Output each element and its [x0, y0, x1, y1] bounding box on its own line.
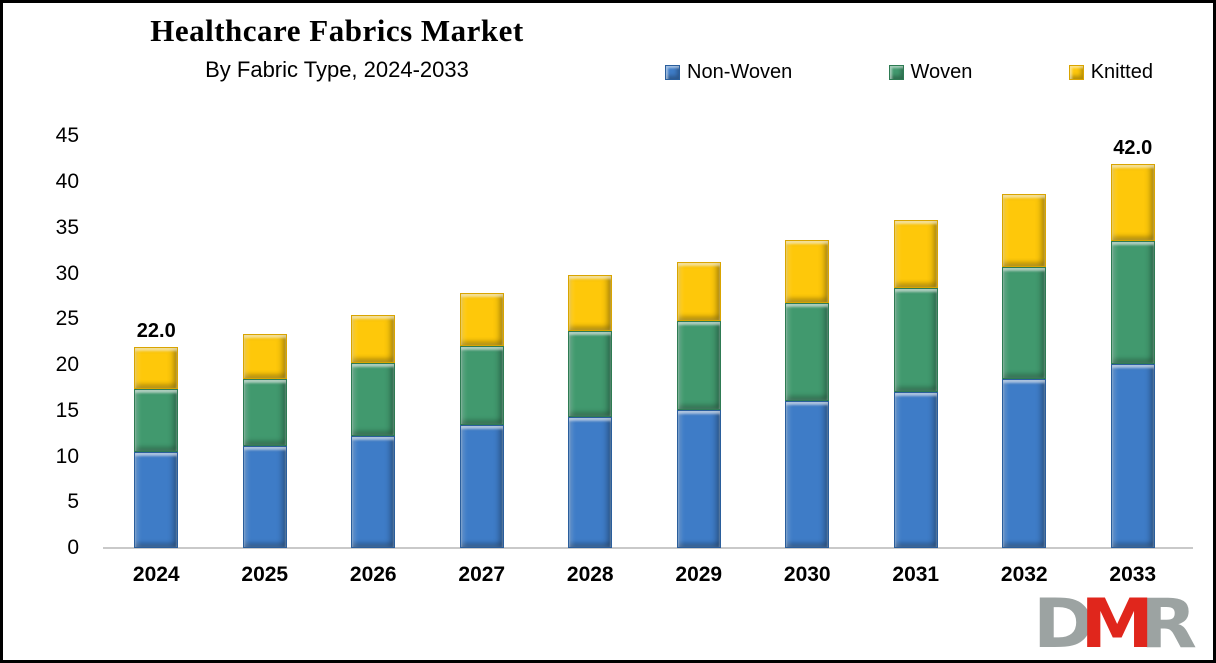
bar-segment-knitted-2028	[568, 275, 613, 332]
bar-segment-woven-2024	[134, 388, 179, 452]
legend-marker-icon	[1068, 65, 1084, 80]
x-tick-label-2032: 2032	[1000, 563, 1048, 586]
bar-segment-knitted-2024	[134, 346, 179, 389]
bar-2027	[428, 136, 537, 548]
bar-segment-woven-2026	[351, 363, 396, 437]
bar-segment-woven-2032	[1002, 267, 1047, 379]
bar-2033: 42.0	[1079, 136, 1188, 548]
bar-segment-knitted-2033	[1110, 163, 1155, 242]
bar-segment-non-woven-2033	[1110, 364, 1155, 548]
bar-segment-non-woven-2028	[568, 417, 613, 548]
x-tick-label-2025: 2025	[241, 563, 289, 586]
bar-segment-non-woven-2029	[676, 409, 721, 548]
bar-stack-2028	[568, 275, 613, 548]
x-tick-label-2031: 2031	[892, 563, 940, 586]
x-tick-label-2030: 2030	[783, 563, 831, 586]
bar-stack-2032	[1002, 193, 1047, 548]
bar-segment-non-woven-2030	[785, 400, 830, 548]
x-tick-label-2029: 2029	[675, 563, 723, 586]
bar-segment-knitted-2029	[676, 261, 721, 322]
chart-title: Healthcare Fabrics Market	[150, 13, 524, 48]
y-tick-label: 40	[55, 170, 79, 193]
chart-subtitle: By Fabric Type, 2024-2033	[205, 57, 469, 82]
bar-segment-woven-2027	[459, 345, 504, 426]
bar-stack-2024	[134, 346, 179, 548]
x-tick-label-2027: 2027	[458, 563, 506, 586]
bar-segment-woven-2029	[676, 321, 721, 410]
y-tick-label: 0	[67, 536, 79, 559]
bar-total-label-2033: 42.0	[1113, 136, 1153, 159]
bar-segment-knitted-2031	[893, 219, 938, 289]
x-tick-label-2024: 2024	[132, 563, 180, 586]
bar-stack-2029	[676, 261, 721, 548]
x-tick-label-2026: 2026	[349, 563, 397, 586]
bar-2029	[645, 136, 754, 548]
y-tick-label: 5	[67, 490, 79, 514]
y-tick-label: 35	[55, 215, 79, 239]
bar-2028	[536, 136, 645, 548]
logo-letter-m: M	[1080, 584, 1155, 663]
x-axis-line	[103, 547, 1193, 549]
logo-letter-d: D	[1032, 584, 1095, 663]
bar-2024: 22.0	[102, 136, 211, 548]
y-tick-label: 10	[55, 444, 79, 468]
legend-item-woven: Woven	[888, 61, 973, 84]
y-tick-label: 25	[55, 307, 79, 331]
legend-label: Woven	[910, 61, 973, 83]
bar-segment-woven-2025	[242, 378, 287, 446]
bar-segment-knitted-2026	[351, 314, 396, 364]
legend-marker-icon	[665, 65, 680, 80]
bar-stack-2027	[459, 292, 504, 548]
legend: Non-Woven Woven Knitted	[665, 61, 1153, 84]
bar-stack-2033	[1110, 163, 1155, 548]
bar-segment-woven-2033	[1110, 241, 1155, 365]
bar-stack-2026	[351, 314, 396, 548]
legend-item-non-woven: Non-Woven	[665, 61, 792, 84]
bar-2026	[319, 136, 428, 548]
bar-segment-non-woven-2031	[893, 391, 938, 548]
y-tick-label: 20	[55, 353, 79, 376]
bars: 22.0 42.0	[102, 136, 1187, 548]
legend-marker-icon	[888, 65, 904, 80]
bar-2030	[753, 136, 862, 548]
legend-label: Knitted	[1090, 61, 1153, 83]
bar-segment-knitted-2032	[1002, 193, 1047, 268]
bar-segment-knitted-2025	[242, 333, 287, 379]
x-tick-label-2028: 2028	[566, 563, 614, 586]
bar-segment-knitted-2027	[459, 292, 504, 346]
legend-item-knitted: Knitted	[1068, 61, 1153, 84]
bar-segment-non-woven-2026	[351, 436, 396, 548]
bar-2031	[862, 136, 971, 548]
bar-2025	[211, 136, 320, 548]
bar-segment-non-woven-2027	[459, 425, 504, 548]
y-tick-label: 45	[55, 124, 79, 148]
bar-segment-knitted-2030	[785, 239, 830, 303]
y-tick-label: 30	[55, 261, 79, 285]
y-tick-label: 15	[55, 398, 79, 422]
bar-segment-non-woven-2032	[1002, 378, 1047, 548]
bar-segment-woven-2031	[893, 288, 938, 392]
x-axis-labels: 2024 2025 2026 2027 2028 2029 2030 2031 2032 2033	[102, 563, 1187, 587]
bar-2032	[970, 136, 1079, 548]
bar-segment-non-woven-2024	[134, 451, 179, 548]
bar-segment-woven-2028	[568, 331, 613, 418]
bar-stack-2025	[242, 333, 287, 548]
bar-segment-non-woven-2025	[242, 445, 287, 548]
bar-total-label-2024: 22.0	[136, 319, 176, 342]
bar-stack-2030	[785, 239, 830, 548]
logo-letter-r: R	[1140, 584, 1197, 663]
bar-segment-woven-2030	[785, 302, 830, 401]
legend-label: Non-Woven	[687, 61, 793, 83]
bar-stack-2031	[893, 219, 938, 548]
x-tick-label-2033: 2033	[1109, 563, 1157, 586]
